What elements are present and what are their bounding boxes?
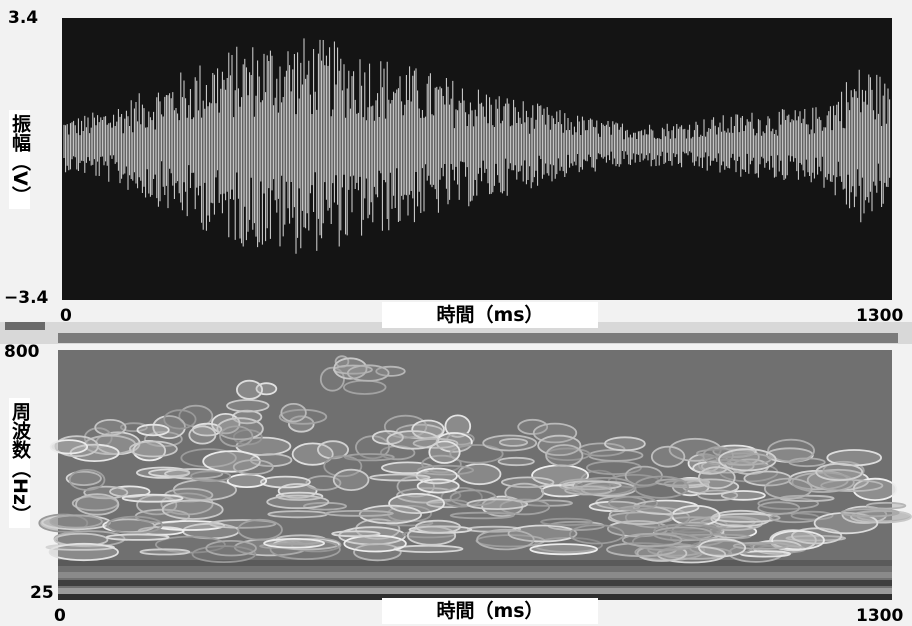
- spectrogram-contour: [95, 420, 125, 435]
- spectrogram-contour: [699, 467, 735, 488]
- spectrogram-contour: [789, 458, 825, 466]
- spectrogram-contour: [483, 436, 536, 451]
- spectrogram-contour: [227, 400, 269, 412]
- spectrogram-contour: [387, 431, 438, 449]
- x-axis-label: 時間（ms）: [382, 598, 598, 624]
- spectrogram-contour: [719, 449, 776, 470]
- spectrogram-contour: [189, 426, 215, 443]
- status-marker: [5, 322, 45, 330]
- spectrogram-contour: [50, 544, 118, 560]
- spectrogram-contour: [609, 497, 657, 510]
- spectrogram-contour: [70, 470, 105, 490]
- spectrogram-contour: [51, 440, 88, 453]
- spectrogram-contour: [268, 511, 327, 517]
- spectrogram-contour: [765, 479, 812, 499]
- spectrogram-contour: [76, 494, 118, 515]
- spectrogram-contour: [816, 464, 862, 480]
- spectrogram-contour: [589, 450, 643, 461]
- spectrogram-contour: [50, 515, 102, 527]
- spectrogram-contour: [605, 437, 645, 450]
- spectrogram-contour: [546, 445, 582, 466]
- spectrogram-contour: [140, 549, 189, 554]
- screen: 振幅（V） 3.4 −3.4 0 時間（ms） 1300 周波数（Hz） 800…: [0, 0, 912, 625]
- spectrogram-contour: [107, 535, 169, 540]
- spectrogram-contour: [261, 477, 310, 488]
- spectrogram-contour: [672, 506, 719, 526]
- x-end-label: 1300: [856, 308, 903, 325]
- spectrogram-contour: [267, 496, 328, 509]
- path-bar: [58, 333, 898, 343]
- spectrogram-contour: [570, 525, 624, 543]
- spectrogram-contour: [332, 531, 380, 536]
- spectrogram-contour: [477, 530, 534, 550]
- spectrogram-contour: [237, 381, 262, 399]
- spectrogram-contour: [699, 539, 745, 556]
- spectrogram-contour: [418, 479, 459, 492]
- spectrogram-contour: [867, 503, 906, 509]
- spectrogram-contour: [652, 447, 685, 467]
- spectrogram-contour: [348, 365, 389, 381]
- spectrogram-contour: [264, 539, 324, 548]
- spectrogram-contour: [416, 521, 460, 533]
- spectrogram-contour: [234, 460, 273, 474]
- spectrogram-contour: [370, 475, 430, 481]
- spectrogram-contour: [827, 450, 881, 465]
- spectrogram-contour: [130, 442, 177, 457]
- spectrogram-contour: [334, 470, 369, 490]
- spectrogram-contour: [451, 513, 514, 519]
- spectrogram-contour: [499, 458, 534, 465]
- spectrogram-contour: [206, 541, 256, 556]
- spectrogram-contour: [191, 471, 230, 481]
- spectrogram-contour: [228, 474, 267, 487]
- y-bottom-label: −3.4: [4, 290, 48, 307]
- x-start-label: 0: [54, 608, 66, 625]
- spectrogram-contour: [634, 477, 688, 498]
- spectrogram-contour: [530, 544, 597, 554]
- y-bottom-label: 25: [30, 585, 54, 602]
- spectrogram-band: [58, 580, 892, 586]
- spectrogram-contour: [238, 520, 282, 540]
- spectrogram-contour: [344, 381, 386, 394]
- x-start-label: 0: [60, 308, 72, 325]
- spectrogram-contour: [565, 487, 611, 495]
- y-top-label: 3.4: [8, 10, 38, 27]
- spectrogram-contour: [326, 511, 393, 516]
- y-axis-label: 振幅（V）: [9, 110, 30, 209]
- spectrogram-contour: [137, 425, 168, 436]
- spectrogram-band: [58, 572, 892, 578]
- spectrogram-contour: [623, 534, 682, 546]
- spectrogram-contour: [220, 426, 252, 446]
- y-axis-label: 周波数（Hz）: [9, 398, 30, 528]
- spectrogram-contour: [758, 502, 799, 514]
- y-top-label: 800: [4, 344, 40, 361]
- x-axis-label: 時間（ms）: [382, 302, 598, 328]
- spectrogram-contour: [163, 500, 223, 519]
- spectrogram-contour: [123, 495, 183, 502]
- spectrogram-contour: [505, 484, 543, 502]
- spectrogram-contour: [541, 519, 592, 525]
- spectrogram-band: [58, 588, 892, 594]
- x-end-label: 1300: [856, 608, 903, 625]
- spectrogram-contour: [107, 517, 162, 534]
- spectrogram-contour: [344, 536, 406, 552]
- spectrogram-contour: [281, 404, 306, 422]
- spectrogram-contour: [164, 410, 195, 428]
- spectrogram-contour: [841, 509, 898, 516]
